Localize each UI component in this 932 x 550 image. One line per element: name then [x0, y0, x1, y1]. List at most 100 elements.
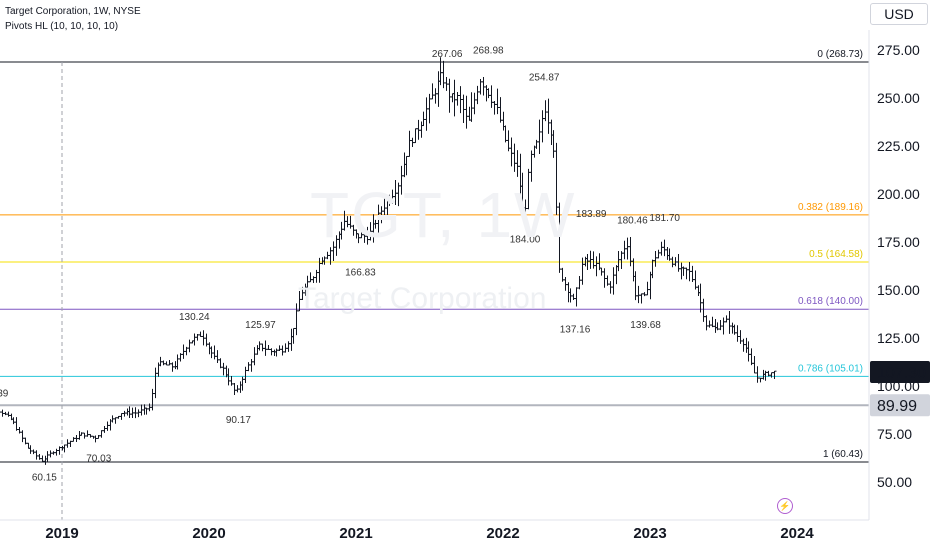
- ohlc-bar[interactable]: [727, 310, 732, 334]
- ohlc-bar[interactable]: [467, 106, 472, 121]
- ohlc-bar[interactable]: [252, 347, 257, 366]
- level-price-tag[interactable]: 89.99: [870, 394, 930, 417]
- ohlc-bar[interactable]: [260, 343, 265, 352]
- ohlc-bar[interactable]: [594, 256, 599, 277]
- ohlc-bar[interactable]: [224, 365, 229, 378]
- ohlc-bar[interactable]: [481, 77, 486, 96]
- ohlc-bar[interactable]: [407, 130, 412, 157]
- ohlc-bar[interactable]: [679, 262, 684, 280]
- ohlc-bar[interactable]: [735, 325, 740, 342]
- ohlc-bar[interactable]: [710, 316, 715, 328]
- ohlc-bar[interactable]: [122, 410, 127, 417]
- ohlc-bar[interactable]: [698, 283, 703, 313]
- ohlc-bar[interactable]: [501, 111, 506, 131]
- ohlc-bar[interactable]: [450, 93, 455, 103]
- ohlc-bar[interactable]: [20, 430, 25, 443]
- ohlc-bar[interactable]: [577, 276, 582, 290]
- ohlc-bar[interactable]: [447, 78, 452, 113]
- ohlc-bar[interactable]: [645, 281, 650, 296]
- ohlc-bar[interactable]: [741, 338, 746, 352]
- ohlc-bar[interactable]: [161, 360, 166, 366]
- ohlc-bar[interactable]: [274, 348, 279, 357]
- ohlc-bar[interactable]: [636, 285, 641, 304]
- ohlc-bar[interactable]: [515, 150, 520, 177]
- ohlc-bar[interactable]: [113, 417, 118, 424]
- ohlc-bar[interactable]: [475, 85, 480, 105]
- ohlc-bar[interactable]: [54, 448, 59, 456]
- ohlc-bar[interactable]: [749, 348, 754, 366]
- ohlc-bar[interactable]: [543, 100, 548, 122]
- indicator-label[interactable]: Pivots HL (10, 10, 10, 10): [5, 21, 119, 32]
- ohlc-bar[interactable]: [6, 411, 11, 417]
- ohlc-bar[interactable]: [549, 119, 554, 146]
- ohlc-bar[interactable]: [498, 97, 503, 123]
- ohlc-bar[interactable]: [571, 293, 576, 300]
- ohlc-bar[interactable]: [433, 88, 438, 104]
- ohlc-bar[interactable]: [272, 349, 277, 357]
- ohlc-bar[interactable]: [642, 292, 647, 297]
- ohlc-bar[interactable]: [156, 362, 161, 377]
- ohlc-bar[interactable]: [404, 155, 409, 176]
- ohlc-bar[interactable]: [769, 372, 774, 378]
- ohlc-bar[interactable]: [99, 430, 104, 438]
- ohlc-bar[interactable]: [102, 426, 107, 433]
- lightning-icon[interactable]: ⚡: [777, 498, 793, 514]
- ohlc-bar[interactable]: [730, 322, 735, 334]
- ohlc-bar[interactable]: [62, 444, 67, 453]
- ohlc-bar[interactable]: [175, 354, 180, 370]
- ohlc-bar[interactable]: [263, 340, 268, 356]
- ohlc-bar[interactable]: [746, 341, 751, 362]
- ohlc-bar[interactable]: [238, 381, 243, 393]
- ohlc-bar[interactable]: [659, 241, 664, 256]
- ohlc-bar[interactable]: [534, 139, 539, 149]
- ohlc-bar[interactable]: [289, 328, 294, 351]
- ohlc-bar[interactable]: [452, 79, 457, 117]
- ohlc-bar[interactable]: [472, 92, 477, 115]
- ohlc-bar[interactable]: [167, 359, 172, 366]
- ohlc-bar[interactable]: [461, 94, 466, 123]
- ohlc-bar[interactable]: [85, 430, 90, 437]
- ohlc-bar[interactable]: [14, 417, 19, 431]
- ohlc-bar[interactable]: [492, 101, 497, 115]
- ohlc-bar[interactable]: [28, 445, 33, 454]
- ohlc-bar[interactable]: [755, 366, 760, 383]
- ohlc-bar[interactable]: [509, 137, 514, 167]
- ohlc-bar[interactable]: [257, 341, 262, 351]
- ohlc-bar[interactable]: [136, 409, 141, 418]
- currency-button[interactable]: USD: [870, 3, 928, 25]
- ohlc-bar[interactable]: [187, 339, 192, 353]
- ohlc-bar[interactable]: [752, 355, 757, 374]
- ohlc-bar[interactable]: [48, 450, 53, 458]
- ohlc-bar[interactable]: [639, 293, 644, 304]
- ohlc-bar[interactable]: [551, 130, 556, 158]
- ohlc-bar[interactable]: [105, 421, 110, 431]
- ohlc-bar[interactable]: [441, 60, 446, 89]
- ohlc-bar[interactable]: [653, 250, 658, 267]
- ohlc-bar[interactable]: [469, 92, 474, 122]
- ohlc-bar[interactable]: [26, 442, 31, 449]
- ohlc-bar[interactable]: [665, 247, 670, 260]
- ohlc-bar[interactable]: [455, 91, 460, 106]
- ohlc-bar[interactable]: [209, 346, 214, 359]
- ohlc-bar[interactable]: [249, 359, 254, 372]
- ohlc-bar[interactable]: [421, 111, 426, 127]
- ohlc-bar[interactable]: [537, 119, 542, 155]
- ohlc-bar[interactable]: [495, 88, 500, 115]
- ohlc-bar[interactable]: [221, 362, 226, 376]
- ohlc-bar[interactable]: [704, 315, 709, 331]
- ohlc-bar[interactable]: [602, 268, 607, 288]
- ohlc-bar[interactable]: [153, 367, 158, 399]
- ohlc-bar[interactable]: [718, 319, 723, 331]
- ohlc-bar[interactable]: [721, 317, 726, 335]
- ohlc-bar[interactable]: [656, 249, 661, 259]
- ohlc-bar[interactable]: [438, 57, 443, 86]
- ohlc-bar[interactable]: [436, 71, 441, 107]
- ohlc-bar[interactable]: [308, 272, 313, 283]
- ohlc-bar[interactable]: [127, 406, 132, 418]
- ohlc-bar[interactable]: [424, 97, 429, 131]
- ohlc-bar[interactable]: [419, 121, 424, 138]
- ohlc-bar[interactable]: [240, 376, 245, 391]
- ohlc-bar[interactable]: [71, 437, 76, 442]
- ohlc-bar[interactable]: [478, 78, 483, 95]
- ohlc-bar[interactable]: [486, 88, 491, 99]
